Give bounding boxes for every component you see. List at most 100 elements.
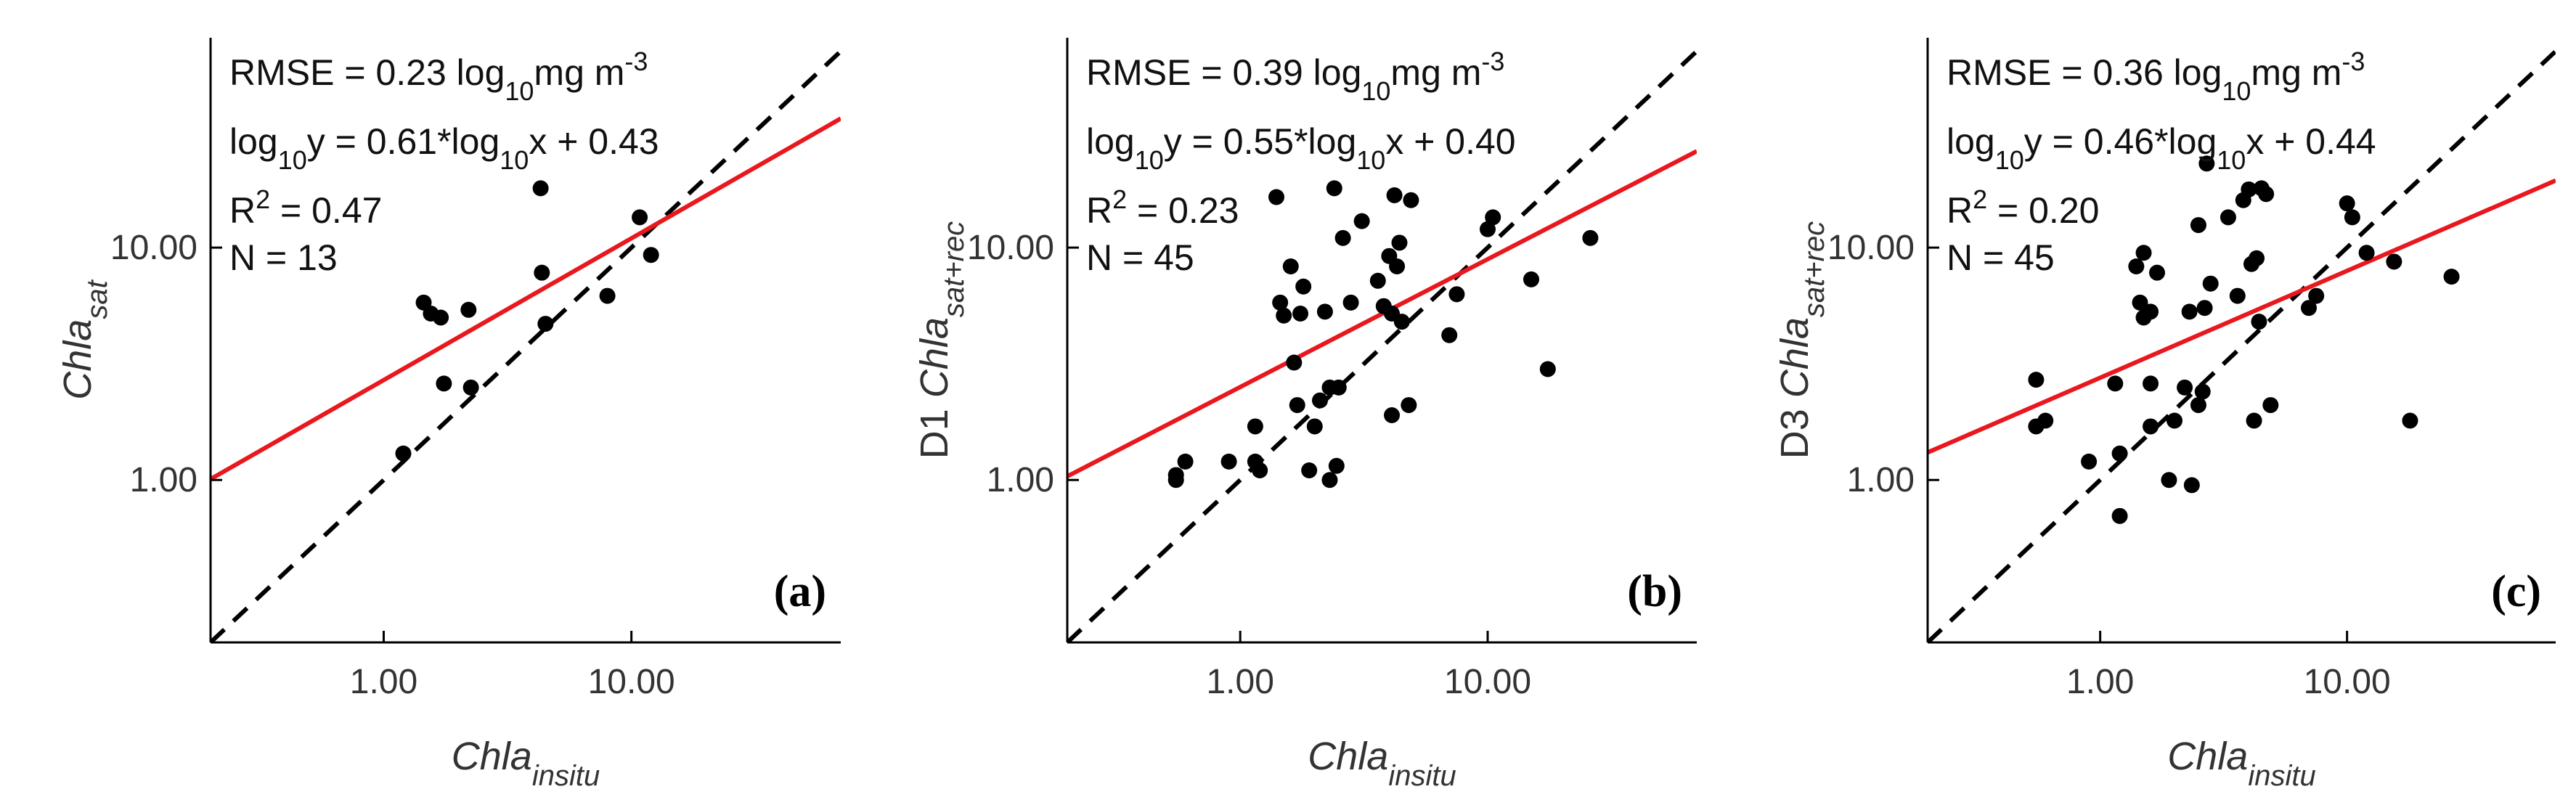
one-to-one-line	[211, 49, 841, 642]
r2-value: = 0.23	[1127, 190, 1239, 231]
data-point	[433, 309, 449, 326]
data-point	[1276, 307, 1292, 324]
data-point	[2258, 186, 2275, 203]
equation-slope: y = 0.61*log	[307, 121, 500, 162]
data-point	[2161, 472, 2177, 489]
data-point	[1247, 418, 1263, 435]
x-axis-title: Chlainsitu	[1308, 735, 1456, 792]
data-point	[1316, 303, 1333, 320]
rmse-exponent: -3	[2341, 46, 2365, 76]
y-axis-title: D3 Chlasat+rec	[1773, 221, 1830, 459]
rmse-subscript: 10	[2222, 76, 2251, 106]
data-point	[1286, 354, 1303, 371]
data-point	[1403, 192, 1419, 208]
x-axis-title: Chlainsitu	[2167, 735, 2315, 792]
regression-equation: log10y = 0.61*log10x + 0.43	[229, 121, 659, 175]
data-point	[2262, 397, 2279, 414]
data-point	[2386, 253, 2402, 270]
y-tick-label: 1.00	[130, 461, 197, 499]
data-point	[2190, 397, 2206, 414]
data-point	[1401, 397, 1417, 414]
data-point	[1485, 209, 1501, 226]
x-title-main: Chla	[452, 735, 532, 778]
data-point	[2135, 245, 2152, 261]
data-point	[1282, 258, 1299, 275]
data-point	[1272, 294, 1289, 311]
data-point	[2196, 300, 2213, 316]
data-point	[1295, 278, 1312, 295]
y-title-main: Chla	[1773, 317, 1817, 398]
data-point	[1292, 306, 1309, 322]
data-point	[1582, 229, 1599, 246]
x-title-sub: insitu	[2248, 760, 2315, 792]
rmse-unit: mg m	[2251, 52, 2341, 93]
rmse-unit: mg m	[1390, 52, 1481, 93]
plot-area	[211, 49, 841, 642]
x-axis-title: Chlainsitu	[452, 735, 600, 792]
data-point	[2202, 275, 2219, 292]
n-count-text: N = 45	[1947, 237, 2055, 278]
data-point	[1353, 213, 1370, 229]
regression-line	[1928, 178, 2556, 455]
y-tick-label: 10.00	[1827, 229, 1915, 267]
data-point	[2241, 181, 2257, 197]
data-point	[2251, 314, 2267, 330]
y-axis-title: D1 Chlasat+rec	[913, 221, 970, 459]
data-point	[1539, 361, 1556, 377]
rmse-text: RMSE = 0.23 log10mg m-3	[229, 46, 648, 106]
r2-value: = 0.20	[1987, 190, 2099, 231]
r-squared-text: R2 = 0.20	[1947, 184, 2099, 232]
equation-sub-2: 10	[1356, 145, 1385, 175]
r2-label: R	[1086, 190, 1112, 231]
equation-intercept: x + 0.44	[2246, 121, 2376, 162]
r2-exponent: 2	[1112, 184, 1127, 214]
data-point	[2111, 445, 2128, 462]
y-title-sub: sat	[81, 279, 113, 319]
data-point	[1301, 462, 1318, 478]
equation-sub-1: 10	[1135, 145, 1164, 175]
data-point	[1386, 187, 1403, 203]
data-point	[1252, 462, 1268, 478]
data-point	[1306, 418, 1323, 435]
x-tick-label: 1.00	[350, 663, 417, 701]
rmse-exponent: -3	[624, 46, 648, 76]
data-point	[2143, 303, 2159, 320]
rmse-label: RMSE = 0.23 log	[229, 52, 505, 93]
panel-label: (c)	[2491, 567, 2541, 616]
r-squared-text: R2 = 0.23	[1086, 184, 1239, 232]
data-point	[1389, 258, 1406, 275]
data-point	[1441, 327, 1458, 343]
data-point	[2344, 209, 2360, 226]
data-point	[1167, 467, 1184, 483]
data-point	[1268, 189, 1285, 205]
data-point	[2107, 375, 2124, 392]
data-point	[1391, 234, 1408, 251]
equation-slope: y = 0.46*log	[2024, 121, 2217, 162]
y-tick-label: 10.00	[110, 229, 197, 267]
data-point	[2143, 418, 2159, 435]
equation-intercept: x + 0.43	[529, 121, 659, 162]
x-tick-label: 1.00	[2066, 663, 2134, 701]
data-point	[643, 247, 659, 263]
data-point	[532, 180, 549, 197]
equation-sub-2: 10	[500, 145, 529, 175]
r2-value: = 0.47	[270, 190, 382, 231]
equation-intercept: x + 0.40	[1385, 121, 1515, 162]
data-point	[1326, 180, 1342, 197]
r2-exponent: 2	[1973, 184, 1987, 214]
r2-label: R	[229, 190, 256, 231]
data-point	[2190, 217, 2206, 234]
n-count-text: N = 13	[229, 237, 338, 278]
data-point	[2194, 383, 2211, 400]
equation-sub-1: 10	[1995, 145, 2024, 175]
data-point	[2177, 379, 2193, 396]
data-point	[2128, 258, 2145, 275]
rmse-subscript: 10	[505, 76, 534, 106]
regression-equation: log10y = 0.46*log10x + 0.44	[1947, 121, 2376, 175]
data-point	[460, 301, 477, 318]
rmse-text: RMSE = 0.36 log10mg m-3	[1947, 46, 2365, 106]
data-point	[1479, 221, 1496, 237]
data-point	[2443, 269, 2460, 285]
x-title-sub: insitu	[1388, 760, 1456, 792]
